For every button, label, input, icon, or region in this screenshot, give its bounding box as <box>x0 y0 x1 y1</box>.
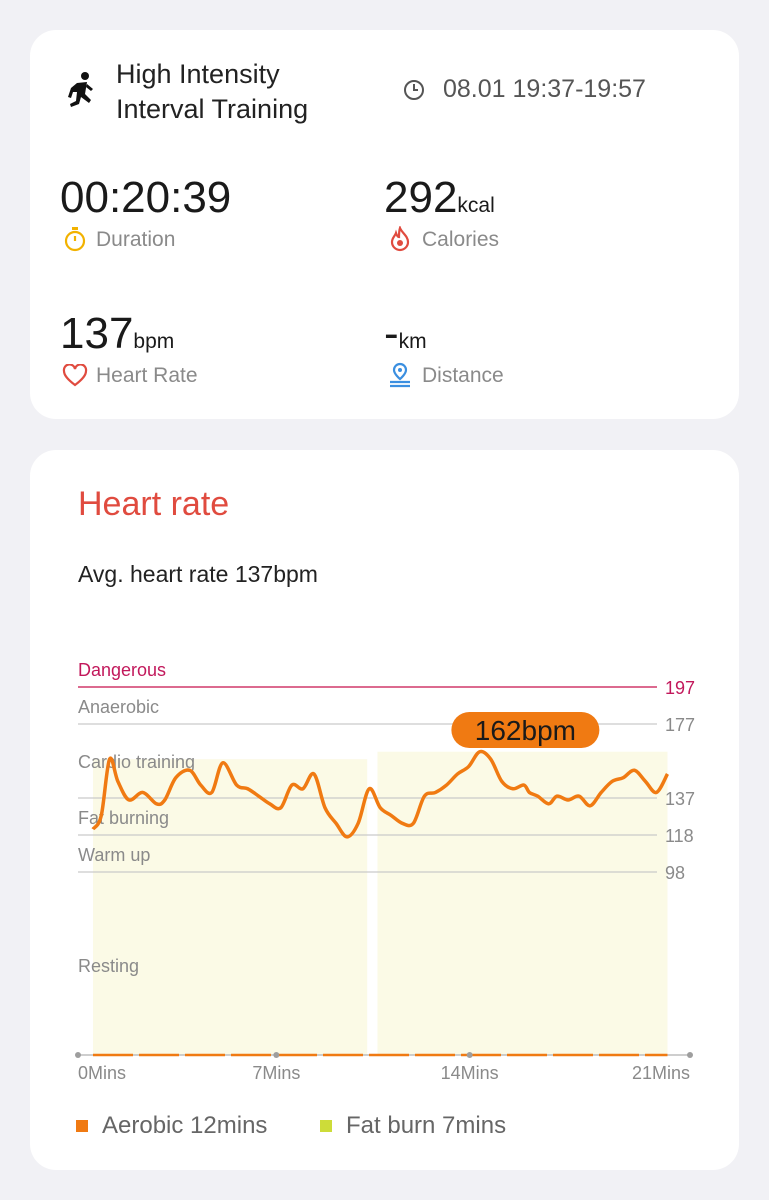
y-tick-label-137: 137 <box>665 789 695 809</box>
workout-time-range: 08.01 19:37-19:57 <box>443 75 646 103</box>
x-tick-label-21Mins: 21Mins <box>632 1063 690 1083</box>
heart-rate-metric: 137bpm <box>60 310 174 358</box>
heart-rate-label: Heart Rate <box>96 364 198 387</box>
location-pin-icon <box>387 362 413 388</box>
zone-label-dangerous: Dangerous <box>78 660 166 680</box>
workout-title-line2: Interval Training <box>116 94 309 124</box>
workout-summary-card: High Intensity Interval Training 08.01 1… <box>30 30 739 419</box>
calories-metric: 292kcal <box>384 174 495 222</box>
x-tick-dot-2 <box>466 1052 473 1058</box>
fatburn-legend-label: Fat burn 7mins <box>346 1112 507 1139</box>
distance-label: Distance <box>422 364 504 387</box>
workout-title: High Intensity Interval Training <box>116 57 308 127</box>
heart-rate-value: 137 <box>60 309 134 358</box>
zone-label-anaerobic: Anaerobic <box>78 697 159 717</box>
area-fill-segment-1 <box>93 759 368 1055</box>
zone-label-cardio-training: Cardio training <box>78 752 195 772</box>
heart-rate-line <box>91 749 670 839</box>
running-figure-icon <box>63 70 99 112</box>
calories-label: Calories <box>422 228 500 251</box>
clock-icon <box>403 79 425 101</box>
heart-rate-unit: bpm <box>133 330 175 353</box>
aerobic-swatch <box>76 1120 88 1132</box>
duration-label: Duration <box>96 228 176 251</box>
x-tick-label-7Mins: 7Mins <box>252 1063 300 1083</box>
heart-rate-card: Heart rate Avg. heart rate 137bpm 197 177… <box>30 450 739 1170</box>
x-tick-label-14Mins: 14Mins <box>441 1063 499 1083</box>
duration-value: 00:20:39 <box>60 173 232 222</box>
fatburn-swatch <box>320 1120 332 1132</box>
y-tick-label-197: 197 <box>665 678 695 698</box>
calories-value: 292 <box>384 173 458 222</box>
avg-heart-rate: Avg. heart rate 137bpm <box>78 561 318 587</box>
zone-label-fat-burning: Fat burning <box>78 808 169 828</box>
area-fill-segment-2 <box>377 751 668 1055</box>
distance-unit: km <box>398 330 427 353</box>
legend-fatburn: Fat burn 7mins <box>320 1112 506 1140</box>
workout-title-line1: High Intensity <box>116 59 280 89</box>
calories-unit: kcal <box>457 194 495 217</box>
aerobic-legend-label: Aerobic 12mins <box>102 1112 268 1139</box>
distance-value: - <box>384 309 399 358</box>
y-tick-label-177: 177 <box>665 715 695 735</box>
stopwatch-icon <box>63 226 87 252</box>
heart-icon <box>62 364 88 388</box>
flame-icon <box>388 226 412 252</box>
zone-label-warm-up: Warm up <box>78 845 150 865</box>
legend-aerobic: Aerobic 12mins <box>76 1112 267 1140</box>
x-tick-dot-1 <box>273 1052 280 1058</box>
heart-rate-title: Heart rate <box>78 485 230 523</box>
peak-bubble <box>451 712 600 748</box>
heart-rate-chart: 197 177 137 118 98 Dangerous Anaerobic Cardio t… <box>75 660 695 1083</box>
x-tick-dot-0 <box>75 1052 81 1058</box>
y-tick-label-98: 98 <box>665 863 685 883</box>
y-tick-label-118: 118 <box>665 826 694 846</box>
next-card-edge <box>0 1190 769 1200</box>
peak-label: 162bpm <box>475 715 576 746</box>
x-tick-label-0Mins: 0Mins <box>78 1063 126 1083</box>
zone-label-resting: Resting <box>78 956 139 976</box>
x-tick-dot-3 <box>687 1052 693 1058</box>
distance-metric: -km <box>384 310 427 358</box>
